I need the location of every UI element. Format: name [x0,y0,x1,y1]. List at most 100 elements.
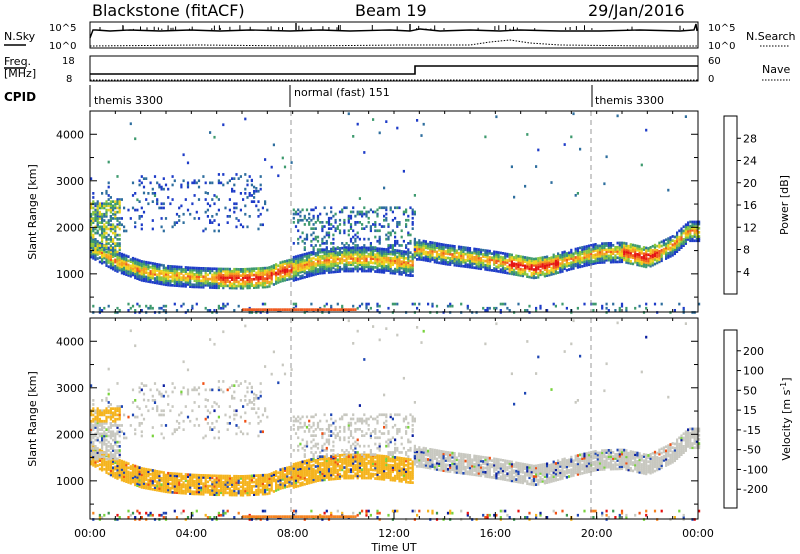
velocity-cell [105,453,108,457]
power-cell [112,231,115,235]
velocity-cell [235,479,238,482]
velocity-cell [149,472,152,476]
velocity-cell [213,487,216,490]
velocity-cell [90,447,93,450]
power-cell [96,217,99,220]
power-cell [658,258,661,262]
velocity-cell [195,480,198,483]
velocity-cell [220,478,223,482]
velocity-cell [153,488,157,492]
power-cell [193,277,196,280]
power-cell [160,270,163,273]
velocity-cell [162,413,165,417]
power-cell [449,263,452,266]
velocity-cell [242,405,245,408]
power-cell [231,187,234,191]
power-cell [499,260,502,263]
power-cell [235,202,238,206]
power-cell [123,229,126,233]
velocity-cell [257,482,260,486]
power-cell [92,238,95,241]
power-cell [572,262,575,266]
velocity-cell [220,489,223,492]
power-cell [537,265,540,269]
power-cell [620,256,624,259]
power-cell [394,255,397,258]
power-cell [557,254,560,258]
power-cell [693,239,696,243]
velocity-cell [112,458,115,461]
power-cell [689,237,692,240]
power-cell [310,259,313,263]
power-cell [343,231,346,235]
power-cell [433,258,436,262]
power-cell [673,252,676,256]
power-cell [332,308,335,311]
power-cell [376,268,379,271]
power-cell [257,275,260,279]
power-cell [687,229,690,233]
power-cell [374,253,377,257]
velocity-cell [204,488,207,492]
velocity-cell [178,426,181,429]
power-cell [288,258,291,262]
power-cell [495,252,498,256]
velocity-cell [96,453,99,457]
power-cell [636,263,639,267]
power-cell [197,273,201,276]
power-cell [352,263,355,267]
power-cell [411,261,414,265]
power-cell [380,256,383,259]
velocity-cell [259,480,262,483]
power-cell [552,259,555,263]
power-cell [557,262,560,266]
velocity-cell [134,466,137,470]
power-cell [147,202,150,206]
power-cell [603,254,606,258]
power-cell [349,216,353,220]
power-cell [349,223,353,226]
power-cell [620,249,624,253]
power-cell [101,248,104,252]
power-cell [261,283,264,287]
power-cell [158,265,161,269]
power-cell [105,212,108,216]
power-cell [367,248,370,252]
velocity-cell [112,419,115,423]
power-cell [164,217,168,220]
power-cell [440,249,443,252]
power-cell [369,261,372,265]
power-cell [310,261,313,265]
power-cell [349,269,353,273]
velocity-cell [235,424,238,427]
power-cell [435,254,439,258]
velocity-cell [116,426,119,429]
velocity-cell [193,386,196,390]
power-cell [477,260,480,264]
power-colorbar-tick-label: 12 [743,221,757,234]
velocity-cell [167,473,170,477]
velocity-cell [90,434,93,438]
power-cell [524,260,527,263]
power-colorbar-tick-label: 16 [743,199,757,212]
power-cell [490,258,494,262]
power-cell [618,258,621,262]
power-cell [601,246,604,250]
power-cell [598,252,602,256]
velocity-cell [107,453,110,457]
velocity-cell [259,419,262,423]
power-cell [557,252,560,256]
power-cell [510,262,513,265]
power-cell [204,267,207,270]
power-cell [118,248,121,252]
velocity-cell [105,409,108,413]
power-cell [592,302,595,306]
power-cell [363,269,366,273]
power-cell [321,229,324,233]
velocity-cell [109,469,112,473]
power-cell [387,258,390,262]
power-cell [537,257,540,260]
velocity-cell [112,434,115,438]
power-cell [224,271,227,275]
power-cell [365,269,368,273]
